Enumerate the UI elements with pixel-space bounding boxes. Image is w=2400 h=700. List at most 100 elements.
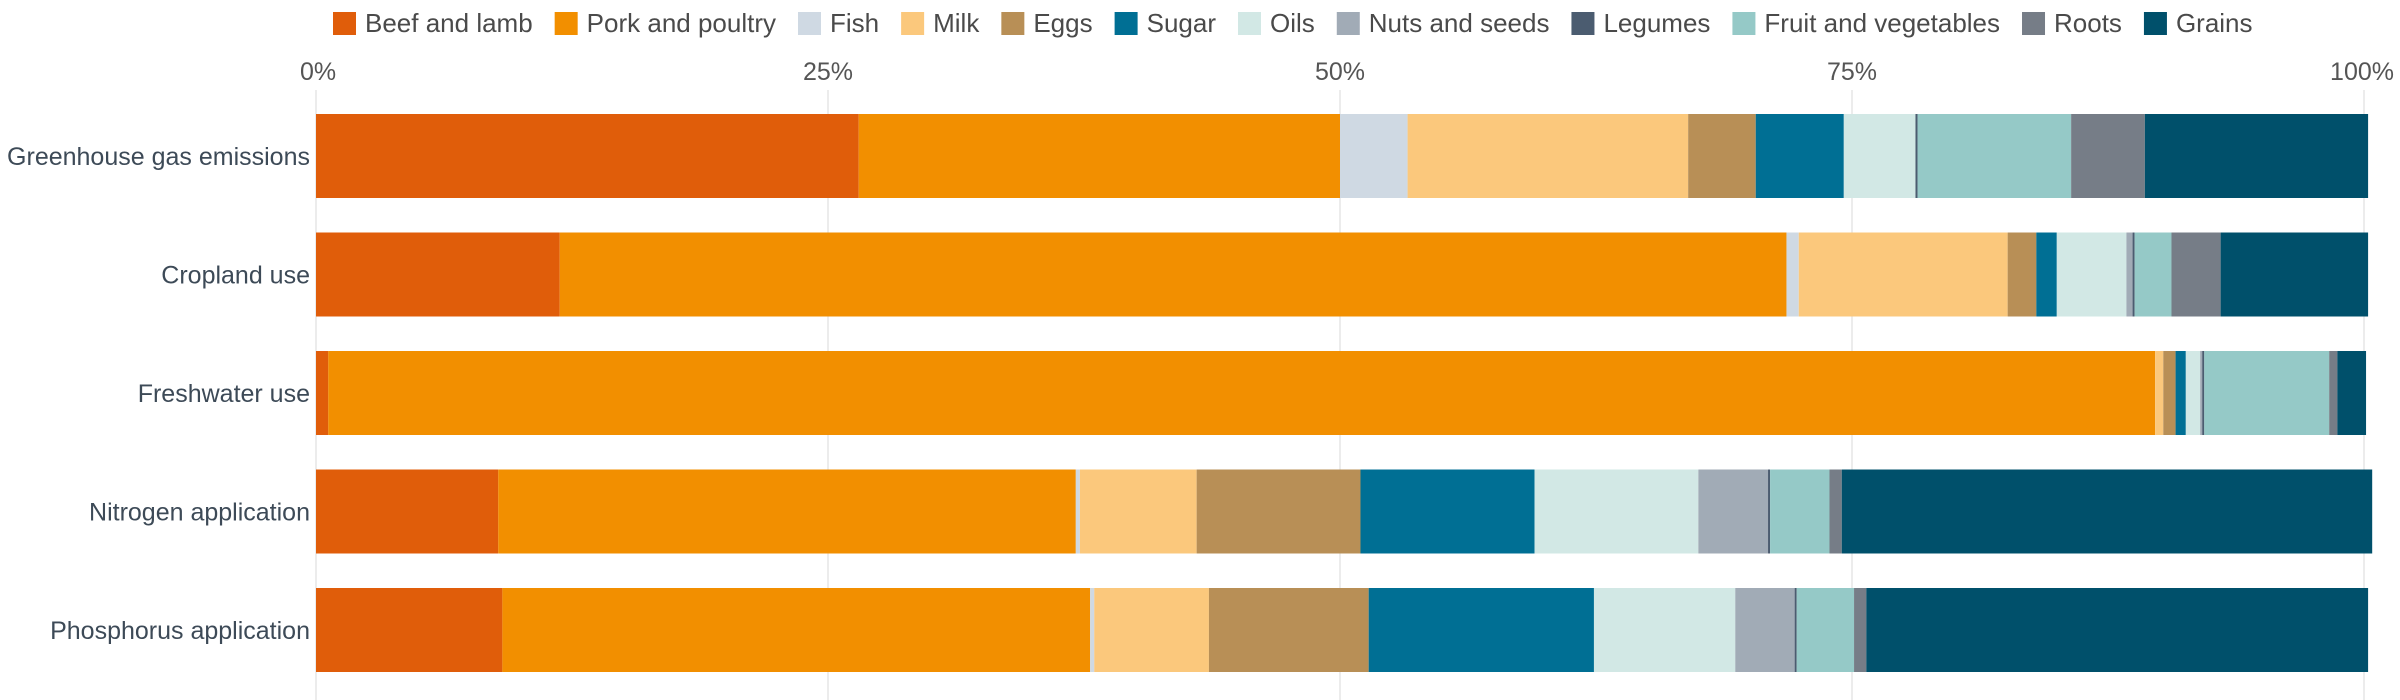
- x-tick-label: 25%: [803, 58, 853, 86]
- legend-item-pork-and-poultry: Pork and poultry: [554, 8, 776, 38]
- bar-segment-fruit-and-vegetables: [1917, 114, 2072, 198]
- x-tick-label: 75%: [1827, 58, 1877, 86]
- legend: Beef and lamb Pork and poultry Fish Milk Egg…: [333, 8, 2253, 38]
- bar-segment-grains: [2337, 351, 2367, 435]
- x-tick-label: 100%: [2330, 58, 2394, 86]
- bar-segment-milk: [1407, 114, 1689, 198]
- legend-swatch: [1001, 12, 1025, 35]
- legend-swatch: [901, 12, 925, 35]
- bar-segment-beef-and-lamb: [316, 232, 560, 317]
- bar-segment-eggs: [2163, 351, 2176, 435]
- bar-row-cropland-use: [316, 232, 2369, 317]
- bar-segment-milk: [1079, 469, 1197, 554]
- bar-segment-roots: [2171, 232, 2221, 317]
- bar-segment-milk: [2155, 351, 2164, 435]
- bar-segment-pork-and-poultry: [559, 232, 1787, 317]
- legend-item-grains: Grains: [2143, 8, 2253, 38]
- legend-swatch: [1732, 12, 1756, 35]
- legend-label: Nuts and seeds: [1369, 8, 1550, 38]
- legend-swatch: [1336, 12, 1360, 35]
- bar-segment-beef-and-lamb: [316, 351, 329, 435]
- x-axis-ticks: 0% 25% 50% 75% 100%: [300, 58, 2394, 86]
- bar-segment-roots: [1829, 469, 1842, 554]
- legend-label: Fish: [830, 8, 879, 38]
- legend-swatch: [2143, 12, 2167, 35]
- bar-segment-legumes: [1768, 469, 1771, 554]
- legend-label: Beef and lamb: [365, 8, 533, 38]
- bar-segment-eggs: [1688, 114, 1756, 198]
- bar-segment-sugar: [1368, 588, 1594, 672]
- bar-segment-fish: [1786, 232, 1799, 317]
- bar-segment-legumes: [1915, 114, 1918, 198]
- category-label: Cropland use: [161, 262, 310, 290]
- legend-label: Fruit and vegetables: [1764, 8, 2000, 38]
- bar-segment-beef-and-lamb: [316, 469, 499, 554]
- bar-segment-pork-and-poultry: [498, 469, 1076, 554]
- legend-swatch: [554, 12, 578, 35]
- legend-item-legumes: Legumes: [1571, 8, 1710, 38]
- legend-label: Legumes: [1603, 8, 1710, 38]
- bar-segment-milk: [1798, 232, 2008, 317]
- bar-segment-eggs: [1196, 469, 1361, 554]
- bar-segment-nuts-and-seeds: [2126, 232, 2133, 317]
- bar-segment-oils: [1534, 469, 1699, 554]
- bar-segment-nuts-and-seeds: [1735, 588, 1795, 672]
- bar-segment-oils: [2056, 232, 2127, 317]
- legend-label: Eggs: [1033, 8, 1092, 38]
- legend-swatch: [333, 12, 356, 35]
- bar-segment-pork-and-poultry: [858, 114, 1340, 198]
- bar-segment-sugar: [2036, 232, 2057, 317]
- bar-segment-oils: [1593, 588, 1736, 672]
- legend-item-oils: Oils: [1238, 8, 1315, 38]
- legend-item-nuts-and-seeds: Nuts and seeds: [1336, 8, 1550, 38]
- legend-item-roots: Roots: [2022, 8, 2122, 38]
- bar-segment-roots: [1854, 588, 1867, 672]
- bar-segment-nuts-and-seeds: [2200, 351, 2203, 435]
- bar-segment-grains: [1841, 469, 2373, 554]
- bar-segment-fruit-and-vegetables: [1770, 469, 1830, 554]
- category-label: Phosphorus application: [50, 617, 310, 645]
- legend-item-fruit-and-vegetables: Fruit and vegetables: [1732, 8, 2000, 38]
- legend-label: Sugar: [1147, 8, 1217, 38]
- bar-segment-oils: [2185, 351, 2201, 435]
- bar-segment-fish: [1090, 588, 1095, 672]
- bars: [316, 114, 2373, 672]
- legend-label: Milk: [933, 8, 980, 38]
- bar-row-nitrogen-application: [316, 469, 2373, 554]
- bar-segment-oils: [1843, 114, 1916, 198]
- legend-swatch: [1238, 12, 1261, 35]
- bar-segment-fruit-and-vegetables: [1796, 588, 1855, 672]
- bar-segment-fish: [1340, 114, 1408, 198]
- x-tick-label: 50%: [1315, 58, 1365, 86]
- bar-segment-beef-and-lamb: [316, 114, 859, 198]
- bar-segment-grains: [2220, 232, 2369, 317]
- bar-segment-fruit-and-vegetables: [2134, 232, 2172, 317]
- category-labels: Greenhouse gas emissions Cropland use Fres…: [7, 143, 310, 645]
- bar-segment-fruit-and-vegetables: [2204, 351, 2330, 435]
- legend-item-eggs: Eggs: [1001, 8, 1093, 38]
- legend-label: Pork and poultry: [587, 8, 776, 38]
- category-label: Freshwater use: [138, 380, 310, 408]
- legend-swatch: [2022, 12, 2046, 35]
- bar-segment-roots: [2329, 351, 2338, 435]
- category-label: Greenhouse gas emissions: [7, 143, 310, 171]
- bar-segment-roots: [2071, 114, 2145, 198]
- bar-segment-eggs: [2007, 232, 2037, 317]
- bar-segment-legumes: [1794, 588, 1797, 672]
- bar-segment-milk: [1094, 588, 1209, 672]
- bar-segment-grains: [2144, 114, 2369, 198]
- bar-segment-fish: [1075, 469, 1080, 554]
- bar-segment-eggs: [1208, 588, 1369, 672]
- bar-segment-nuts-and-seeds: [1698, 469, 1769, 554]
- legend-item-fish: Fish: [798, 8, 879, 38]
- legend-label: Oils: [1270, 8, 1315, 38]
- bar-segment-sugar: [2175, 351, 2186, 435]
- legend-swatch: [798, 12, 821, 35]
- bar-segment-sugar: [1755, 114, 1844, 198]
- bar-segment-pork-and-poultry: [328, 351, 2156, 435]
- bar-segment-pork-and-poultry: [502, 588, 1091, 672]
- bar-segment-legumes: [2202, 351, 2205, 435]
- bar-segment-sugar: [1360, 469, 1535, 554]
